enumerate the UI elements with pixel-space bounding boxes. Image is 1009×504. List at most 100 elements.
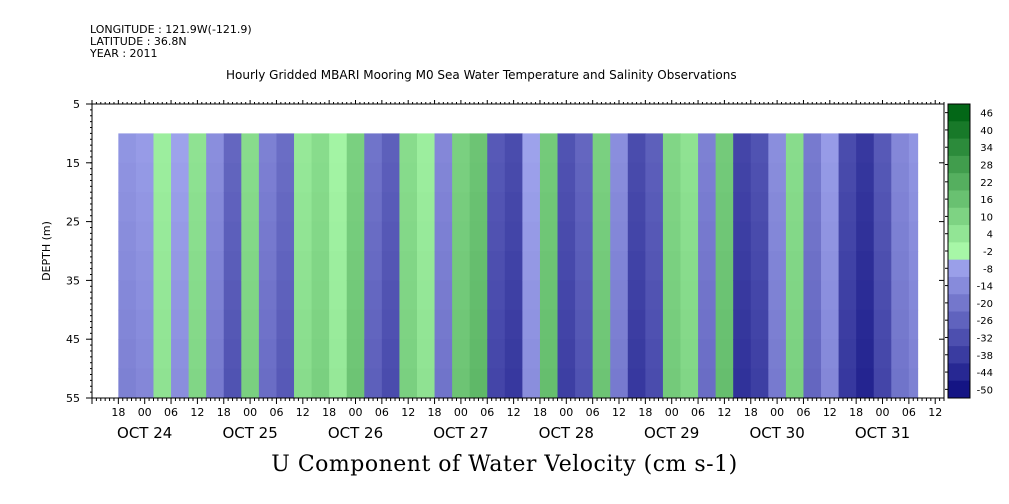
heatmap-cell (856, 309, 875, 340)
heatmap-cell (276, 309, 295, 340)
heatmap-cell (522, 368, 541, 399)
heatmap-cell (171, 192, 190, 223)
heatmap-cell (610, 309, 629, 340)
heatmap-cell (452, 133, 471, 164)
heatmap-cell (715, 162, 734, 193)
heatmap-cell (416, 251, 436, 281)
y-tick-label: 55 (66, 392, 80, 405)
heatmap-cell (645, 280, 664, 311)
heatmap-cell (768, 368, 787, 399)
heatmap-cell (241, 339, 260, 370)
heatmap-cell (381, 221, 400, 252)
x-hour-label: 06 (586, 406, 600, 419)
heatmap-cell (785, 368, 804, 399)
heatmap-cell (258, 309, 277, 340)
heatmap-cell (750, 339, 769, 370)
heatmap-cell (803, 221, 822, 252)
heatmap-cell (803, 368, 822, 399)
heatmap-cell (135, 368, 154, 399)
heatmap-cell (891, 192, 910, 223)
heatmap-cell (522, 221, 541, 252)
heatmap-cell (416, 133, 436, 164)
heatmap-cell (891, 221, 910, 252)
heatmap-cell (241, 309, 260, 340)
heatmap-cell (258, 368, 277, 399)
heatmap-cell (171, 339, 190, 370)
heatmap-cell (206, 339, 225, 370)
x-date-label: OCT 27 (433, 424, 488, 442)
heatmap-cell (821, 251, 840, 281)
heatmap-cell (329, 339, 348, 370)
heatmap-cell (118, 251, 137, 281)
heatmap-cell (381, 280, 400, 311)
heatmap-cell (715, 368, 734, 399)
heatmap-cell (118, 309, 137, 340)
heatmap-cell (399, 280, 418, 311)
y-tick-label: 25 (66, 216, 80, 229)
colorbar-label: 22 (980, 178, 993, 189)
heatmap-cell (856, 251, 875, 281)
colorbar-label: 46 (980, 109, 993, 120)
heatmap-cell (188, 368, 207, 399)
colorbar-label: -32 (977, 333, 993, 344)
colorbar-label: 10 (980, 212, 993, 223)
heatmap-cell (908, 192, 919, 223)
heatmap-cell (680, 133, 699, 164)
colorbar-swatch (948, 328, 970, 347)
heatmap-cell (452, 221, 471, 252)
heatmap-cell (627, 251, 646, 281)
heatmap-cell (399, 309, 418, 340)
x-hour-label: 00 (770, 406, 784, 419)
heatmap-cell (135, 192, 154, 223)
heatmap-cell (487, 280, 506, 311)
heatmap-cell (469, 280, 488, 311)
heatmap-cell (381, 368, 400, 399)
heatmap-cell (434, 133, 453, 164)
heatmap-cell (821, 221, 840, 252)
heatmap-cell (539, 309, 559, 340)
heatmap-cell (873, 280, 892, 311)
heatmap-cell (662, 309, 681, 340)
heatmap-cell (171, 280, 190, 311)
heatmap-cell (487, 251, 506, 281)
x-date-label: OCT 25 (222, 424, 277, 442)
heatmap-cell (539, 251, 559, 281)
heatmap-cell (469, 221, 488, 252)
heatmap-cell (645, 192, 664, 223)
heatmap-cell (188, 251, 207, 281)
heatmap-cell (329, 133, 348, 164)
heatmap-cell (223, 162, 242, 193)
heatmap-cell (785, 192, 804, 223)
heatmap-cell (364, 251, 383, 281)
heatmap-cell (873, 221, 892, 252)
heatmap-cell (891, 162, 910, 193)
heatmap-cell (733, 251, 752, 281)
heatmap-cell (698, 339, 717, 370)
colorbar-swatch (948, 259, 970, 278)
heatmap-cell (487, 368, 506, 399)
heatmap-cell (539, 221, 559, 252)
heatmap-cell (610, 192, 629, 223)
heatmap-cell (223, 339, 242, 370)
heatmap-cell (346, 309, 365, 340)
heatmap-cell (276, 280, 295, 311)
heatmap-cell (452, 162, 471, 193)
heatmap-cell (311, 133, 330, 164)
heatmap-cell (311, 251, 330, 281)
heatmap-cell (768, 309, 787, 340)
heatmap-cell (153, 368, 172, 399)
heatmap-cell (294, 280, 313, 311)
colorbar-swatch (948, 242, 970, 261)
x-date-label: OCT 30 (749, 424, 804, 442)
heatmap-cell (276, 162, 295, 193)
heatmap-cell (416, 221, 436, 252)
heatmap-cell (733, 339, 752, 370)
x-hour-label: 00 (665, 406, 679, 419)
heatmap-cell (223, 251, 242, 281)
heatmap-cell (381, 339, 400, 370)
heatmap-cell (610, 251, 629, 281)
heatmap-cell (575, 280, 594, 311)
heatmap-cell (153, 251, 172, 281)
heatmap-cell (627, 309, 646, 340)
heatmap-cell (276, 368, 295, 399)
